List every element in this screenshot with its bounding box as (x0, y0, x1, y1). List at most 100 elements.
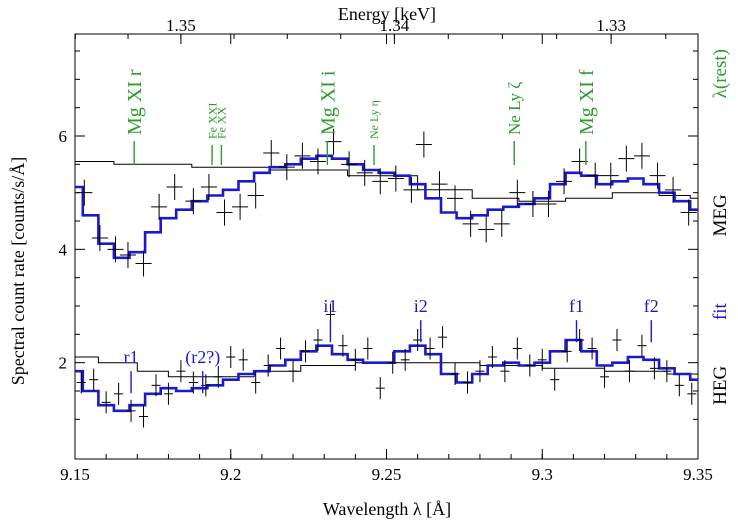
data-point-heg (624, 360, 634, 383)
data-point-heg (487, 346, 497, 368)
data-point-meg (680, 199, 697, 226)
data-point-heg (674, 374, 684, 397)
data-point-meg (135, 250, 152, 277)
data-points-layer (76, 128, 697, 428)
data-point-meg (618, 145, 635, 172)
data-point-heg (176, 360, 186, 383)
data-point-meg (415, 131, 432, 158)
data-point-meg (76, 179, 93, 206)
data-point-heg (649, 357, 659, 380)
data-point-meg (447, 185, 464, 212)
fit-component-label: i1 (323, 296, 337, 316)
x-tick-label: 9.2 (220, 465, 241, 484)
data-point-heg (139, 405, 149, 428)
data-point-heg (687, 382, 697, 405)
data-point-heg (276, 337, 286, 360)
rest-line-label: Mg XI f (576, 69, 598, 135)
data-point-meg (166, 174, 183, 200)
x-tick-label: 9.25 (372, 465, 402, 484)
right-axis-label: MEG (710, 194, 731, 237)
right-axis-label: HEG (710, 366, 731, 405)
data-point-heg (525, 354, 535, 377)
data-point-meg (571, 148, 588, 175)
y-tick-label: 2 (59, 354, 68, 373)
data-point-heg (363, 337, 373, 360)
data-point-meg (309, 148, 326, 175)
data-point-meg (200, 174, 217, 200)
labels-layer: Energy [keV] Wavelength λ [Å] Spectral c… (8, 4, 731, 519)
top-tick-label: 1.35 (166, 16, 196, 35)
data-point-heg (438, 326, 448, 349)
data-point-meg (478, 216, 495, 243)
data-point-heg (637, 334, 647, 357)
data-point-heg (475, 360, 485, 383)
data-point-meg (151, 193, 168, 220)
data-point-heg (425, 337, 435, 360)
fit-component-label: f2 (644, 296, 659, 316)
data-point-meg (278, 154, 295, 181)
rest-line-label: Mg XI i (317, 70, 339, 135)
data-point-meg (403, 176, 420, 203)
data-point-heg (114, 382, 124, 405)
data-point-meg (556, 168, 573, 195)
data-point-heg (450, 363, 460, 385)
data-point-meg (524, 191, 541, 217)
data-point-heg (76, 371, 86, 394)
fit-meg (75, 154, 698, 260)
data-point-meg (372, 168, 389, 195)
data-point-heg (213, 365, 223, 388)
rest-line-label: Ne Ly ζ (505, 82, 524, 135)
data-point-heg (151, 374, 161, 397)
right-axis-label: fit (710, 303, 731, 321)
x-tick-label: 9.3 (532, 465, 553, 484)
x-axis-label: Wavelength λ [Å] (323, 499, 451, 519)
data-point-heg (612, 329, 622, 351)
top-axis-label: Energy [keV] (338, 4, 436, 24)
data-point-heg (188, 371, 198, 394)
data-point-heg (388, 351, 398, 374)
data-point-meg (493, 210, 510, 237)
y-axis-label: Spectral count rate [counts/s/Å] (8, 157, 28, 385)
data-point-meg (431, 171, 448, 198)
right-axis-label: λ(rest) (710, 49, 731, 98)
data-point-meg (540, 191, 557, 217)
data-point-heg (288, 360, 298, 383)
x-tick-label: 9.15 (60, 465, 90, 484)
fit-component-label: f1 (569, 296, 584, 316)
data-point-meg (294, 142, 311, 169)
data-point-heg (400, 348, 410, 371)
data-point-heg (375, 377, 385, 400)
data-point-heg (600, 365, 610, 388)
data-point-heg (89, 368, 99, 391)
rest-line-label: Fe XX (215, 106, 229, 139)
data-point-meg (633, 142, 650, 169)
data-point-meg (263, 140, 280, 166)
data-point-meg (119, 242, 136, 268)
data-point-meg (91, 225, 108, 251)
data-point-meg (602, 162, 619, 189)
data-point-meg (462, 210, 479, 237)
data-point-heg (562, 340, 572, 363)
data-point-meg (325, 128, 342, 155)
y-tick-label: 4 (59, 240, 68, 259)
y-tick-label: 6 (59, 127, 68, 146)
top-tick-label: 1.33 (596, 16, 626, 35)
data-point-meg (216, 199, 233, 226)
data-point-heg (500, 360, 510, 383)
continuum-layer (75, 161, 698, 378)
data-point-meg (356, 159, 373, 186)
data-point-heg (662, 360, 672, 383)
fit-component-label: (r2?) (185, 347, 220, 368)
rest-line-label: Fe XXI (205, 103, 219, 139)
data-point-heg (238, 348, 248, 371)
data-point-heg (350, 348, 360, 371)
x-tick-label: 9.35 (683, 465, 713, 484)
fit-component-label: i2 (414, 296, 428, 316)
data-point-meg (587, 162, 604, 189)
data-point-heg (537, 348, 547, 371)
data-point-heg (226, 346, 236, 368)
data-point-meg (649, 162, 666, 189)
data-point-meg (509, 179, 526, 206)
data-point-heg (126, 399, 136, 422)
plot-frame-layer (74, 33, 699, 460)
